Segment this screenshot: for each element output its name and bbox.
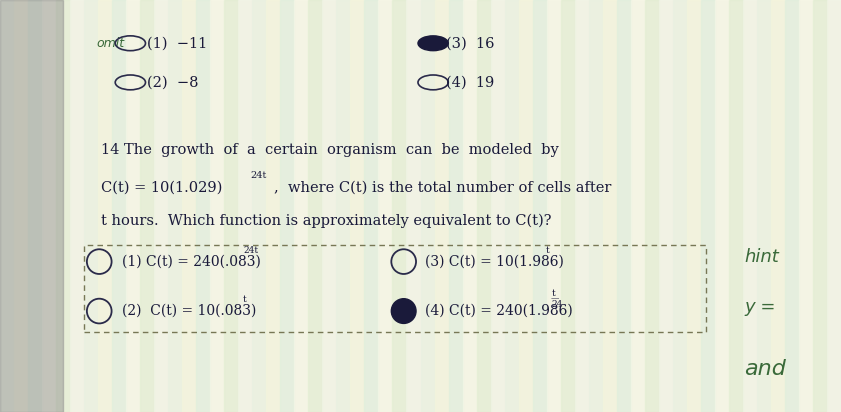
Bar [448, 0, 463, 412]
Text: 14 The  growth  of  a  certain  organism  can  be  modeled  by: 14 The growth of a certain organism can … [101, 143, 558, 157]
Bar [659, 0, 673, 412]
Bar [435, 0, 448, 412]
Bar [154, 0, 168, 412]
Bar [420, 0, 435, 412]
Text: —: — [551, 295, 559, 303]
Bar [378, 0, 393, 412]
Bar [126, 0, 140, 412]
Bar [799, 0, 813, 412]
Bar [743, 0, 757, 412]
Bar [280, 0, 294, 412]
Bar [519, 0, 532, 412]
Bar [757, 0, 771, 412]
Bar [715, 0, 729, 412]
Bar [168, 0, 182, 412]
Bar [616, 0, 631, 412]
Text: hint: hint [744, 248, 779, 267]
Bar [351, 0, 364, 412]
Text: (2)  −8: (2) −8 [147, 75, 198, 89]
Bar [336, 0, 351, 412]
Text: (4) C(t) = 240(1.986): (4) C(t) = 240(1.986) [425, 304, 573, 318]
Bar [729, 0, 743, 412]
Text: t: t [243, 295, 246, 304]
Bar [210, 0, 225, 412]
Bar [56, 0, 70, 412]
Bar [561, 0, 574, 412]
Bar [813, 0, 827, 412]
Bar [28, 0, 42, 412]
Bar [771, 0, 785, 412]
Text: (2)  C(t) = 10(.083): (2) C(t) = 10(.083) [122, 304, 257, 318]
Bar [505, 0, 519, 412]
Bar [574, 0, 589, 412]
Text: (1) C(t) = 240(.083): (1) C(t) = 240(.083) [122, 255, 261, 269]
Text: t hours.  Which function is approximately equivalent to C(t)?: t hours. Which function is approximately… [101, 213, 552, 227]
Text: y =: y = [744, 298, 775, 316]
Text: t: t [552, 289, 556, 298]
Text: (3) C(t) = 10(1.986): (3) C(t) = 10(1.986) [425, 255, 563, 269]
Bar [14, 0, 28, 412]
Text: C(t) = 10(1.029): C(t) = 10(1.029) [101, 180, 222, 194]
Bar [112, 0, 126, 412]
Ellipse shape [391, 299, 416, 323]
Bar [477, 0, 490, 412]
Bar [140, 0, 154, 412]
Bar [532, 0, 547, 412]
Bar [603, 0, 616, 412]
Text: (1)  −11: (1) −11 [147, 36, 208, 50]
Bar [84, 0, 98, 412]
Bar [701, 0, 715, 412]
Bar [827, 0, 841, 412]
Text: t: t [546, 246, 549, 255]
Bar [589, 0, 603, 412]
Bar [98, 0, 112, 412]
Bar [645, 0, 659, 412]
Bar [70, 0, 84, 412]
Circle shape [418, 36, 448, 51]
Bar [225, 0, 238, 412]
Bar [490, 0, 505, 412]
Bar [182, 0, 196, 412]
Bar [196, 0, 210, 412]
Bar [0, 0, 63, 412]
Bar [364, 0, 378, 412]
Text: (3)  16: (3) 16 [446, 36, 495, 50]
Text: 24t: 24t [251, 171, 267, 180]
Text: 24t: 24t [243, 246, 258, 255]
Text: (4)  19: (4) 19 [446, 75, 494, 89]
Bar [294, 0, 309, 412]
Text: omit: omit [97, 37, 124, 50]
Bar [673, 0, 687, 412]
Bar [238, 0, 252, 412]
Bar [687, 0, 701, 412]
Bar [393, 0, 406, 412]
Text: 24: 24 [552, 300, 563, 309]
Text: ,  where C(t) is the total number of cells after: , where C(t) is the total number of cell… [274, 180, 611, 194]
Text: and: and [744, 359, 786, 379]
Bar [0, 0, 14, 412]
Bar [785, 0, 799, 412]
Bar [42, 0, 56, 412]
Bar [631, 0, 645, 412]
Bar [309, 0, 322, 412]
Bar [406, 0, 420, 412]
Bar [463, 0, 477, 412]
Bar [252, 0, 267, 412]
Bar [322, 0, 336, 412]
Bar [84, 245, 706, 332]
Bar [267, 0, 280, 412]
Bar [547, 0, 561, 412]
